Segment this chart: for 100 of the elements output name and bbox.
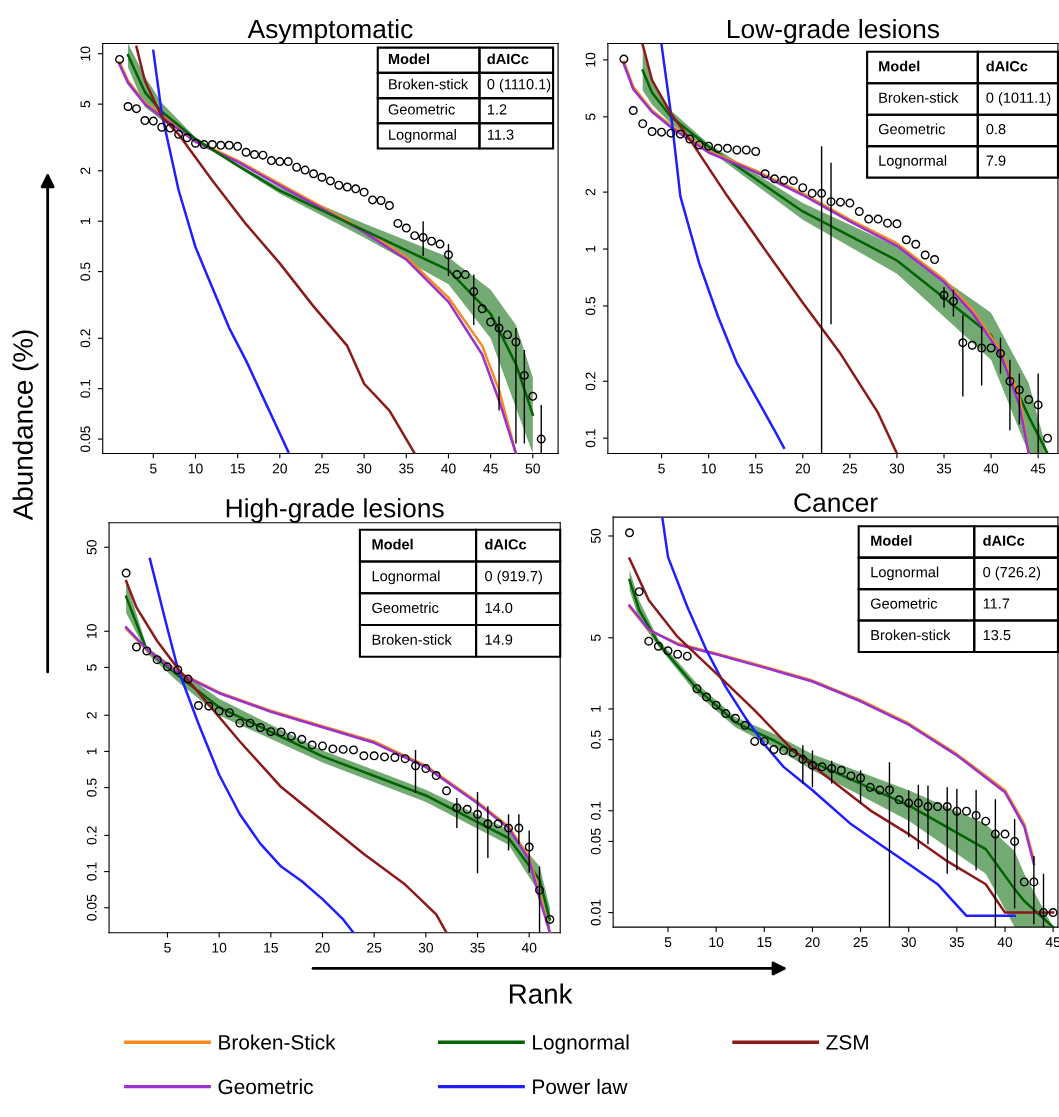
annotation: Model (879, 60, 920, 72)
y-tick-label: 0.5 (80, 262, 91, 281)
x-tick-label: 5 (658, 463, 665, 474)
x-tick-label: 15 (749, 463, 763, 474)
x-tick-label: 35 (470, 942, 485, 953)
y-tick-label: 2 (80, 167, 91, 174)
annotation: 0 (919.7) (485, 570, 542, 585)
y-tick-label: 10 (80, 46, 91, 61)
x-tick-label: 30 (418, 942, 434, 953)
x-tick-label: 20 (315, 942, 330, 953)
x-tick-label: 20 (272, 463, 287, 474)
x-tick-label: 35 (936, 463, 952, 474)
x-tick-label: 10 (701, 463, 716, 474)
y-tick-label: 1 (86, 748, 97, 755)
annotation: 0.8 (986, 124, 1006, 135)
x-tick-label: 45 (1030, 463, 1046, 474)
x-tick-label: 30 (901, 937, 916, 948)
annotation: Lognormal (389, 129, 456, 143)
y-tick-label: 50 (590, 528, 601, 544)
y-tick-label: 0.05 (80, 426, 91, 453)
annotation: 14.0 (485, 602, 513, 614)
legend-label: Geometric (218, 1078, 314, 1095)
y-tick-label: 1 (80, 218, 91, 224)
annotation: Model (372, 538, 413, 550)
annotation: dAICc (485, 538, 527, 550)
y-tick-label: 0.1 (80, 379, 91, 398)
y-tick-label: 5 (591, 634, 601, 642)
annotation: 0 (726.2) (983, 566, 1041, 581)
annotation: Lognormal (879, 155, 947, 169)
y-tick-label: 0.5 (590, 730, 601, 749)
chart-title: Asymptomatic (247, 18, 413, 44)
y-tick-label: 10 (86, 624, 97, 638)
annotation: Model (871, 535, 912, 546)
legend-label: Lognormal (533, 1034, 629, 1054)
x-tick-label: 10 (188, 463, 203, 474)
y-tick-label: 5 (86, 664, 97, 671)
x-tick-label: 15 (230, 463, 245, 474)
y-tick-label: 1 (585, 245, 596, 252)
x-tick-label: 20 (795, 463, 810, 474)
x-tick-label: 20 (805, 937, 820, 948)
annotation: 0 (1110.1) (487, 78, 551, 93)
y-tick-label: 50 (86, 540, 97, 555)
x-tick-label: 25 (367, 942, 382, 953)
x-axis-title: Rank (509, 983, 573, 1004)
y-tick-label: 2 (86, 712, 97, 719)
annotation: 7.9 (986, 155, 1006, 166)
annotation: Broken-stick (879, 92, 959, 103)
chart-title: Low-grade lesions (727, 18, 940, 44)
y-tick-label: 10 (585, 52, 596, 67)
y-tick-label: 0.01 (590, 899, 601, 926)
x-tick-label: 30 (356, 463, 372, 474)
annotation: Geometric (388, 103, 455, 115)
x-tick-label: 5 (664, 937, 672, 948)
x-tick-label: 25 (842, 463, 857, 474)
annotation: 11.3 (487, 129, 514, 140)
annotation: Lognormal (372, 570, 440, 585)
annotation: Broken-stick (389, 78, 469, 90)
x-tick-label: 10 (212, 942, 227, 953)
y-tick-label: 0.05 (590, 828, 601, 855)
x-tick-label: 5 (164, 942, 171, 953)
x-tick-label: 50 (525, 463, 540, 474)
x-tick-label: 25 (853, 937, 868, 948)
annotation: 0 (1011.1) (986, 92, 1051, 106)
annotation: 11.7 (983, 598, 1010, 609)
x-tick-label: 40 (983, 463, 999, 474)
x-tick-label: 10 (709, 937, 724, 948)
chart-title: Cancer (794, 493, 878, 512)
x-tick-label: 15 (757, 937, 772, 948)
y-tick-label: 0.5 (86, 778, 97, 797)
x-tick-label: 30 (889, 463, 905, 474)
y-tick-label: 1 (591, 705, 601, 712)
y-axis-title: Abundance (%) (12, 330, 39, 521)
annotation: 13.5 (983, 629, 1011, 641)
x-tick-label: 15 (264, 942, 278, 953)
x-tick-label: 35 (399, 463, 414, 474)
x-tick-label: 40 (441, 463, 456, 474)
y-tick-label: 0.2 (80, 329, 91, 348)
y-tick-label: 5 (80, 100, 91, 108)
legend-label: Broken-Stick (219, 1034, 336, 1050)
annotation: 14.9 (485, 634, 513, 645)
x-tick-label: 25 (314, 463, 330, 474)
y-tick-label: 0.1 (86, 862, 97, 881)
annotation: Broken-stick (372, 634, 452, 645)
annotation: Model (388, 53, 430, 65)
annotation: Geometric (878, 123, 946, 135)
chart-title: High-grade lesions (226, 498, 444, 523)
annotation: dAICc (986, 60, 1028, 72)
annotation: Geometric (870, 598, 938, 609)
x-tick-label: 40 (521, 942, 537, 953)
y-tick-label: 0.2 (585, 372, 596, 391)
annotation: dAICc (983, 535, 1025, 546)
y-tick-label: 5 (585, 113, 596, 121)
annotation: 1.2 (487, 104, 507, 115)
x-tick-label: 35 (949, 937, 964, 948)
annotation: dAICc (487, 53, 529, 65)
x-tick-label: 40 (997, 937, 1013, 948)
y-tick-label: 0.1 (585, 429, 596, 448)
annotation: Geometric (372, 602, 439, 614)
x-tick-label: 45 (483, 463, 498, 474)
x-tick-label: 5 (150, 463, 157, 474)
